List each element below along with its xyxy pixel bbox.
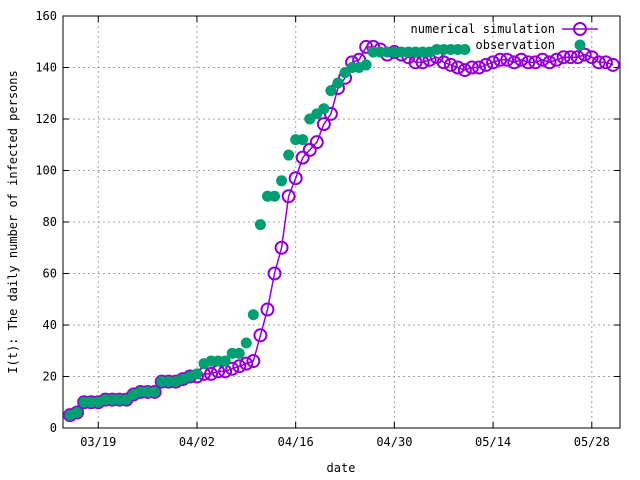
x-tick-label: 04/02	[179, 435, 215, 449]
data-point	[360, 59, 372, 71]
data-point	[471, 60, 486, 75]
data-point	[247, 309, 259, 321]
data-point	[577, 47, 592, 62]
data-point	[149, 386, 161, 398]
data-point	[283, 149, 295, 161]
legend-label-numerical-simulation: numerical simulation	[411, 22, 556, 36]
data-point	[219, 355, 231, 367]
legend-marker-observation	[574, 39, 586, 51]
data-point	[318, 103, 330, 115]
y-tick-label: 140	[35, 61, 57, 75]
data-point	[443, 57, 458, 72]
legend-marker-numerical-simulation	[573, 22, 587, 36]
data-point	[479, 57, 494, 72]
data-point	[486, 55, 501, 70]
y-tick-label: 20	[43, 370, 57, 384]
data-point	[549, 52, 564, 67]
y-tick-label: 100	[35, 164, 57, 178]
data-point	[591, 55, 606, 70]
y-tick-label: 0	[50, 421, 57, 435]
data-point	[269, 190, 281, 202]
data-point	[542, 55, 557, 70]
data-point	[71, 407, 83, 419]
data-point	[570, 50, 585, 65]
y-tick-label: 160	[35, 9, 57, 23]
data-point	[253, 328, 268, 343]
plot-frame	[62, 15, 621, 429]
data-point	[500, 52, 515, 67]
series-observation	[64, 43, 471, 421]
data-point	[295, 150, 310, 165]
data-point	[288, 171, 303, 186]
y-axis-title: I(t): The daily number of infected perso…	[6, 70, 20, 373]
data-point	[254, 219, 266, 231]
data-point	[605, 57, 620, 72]
data-point	[450, 60, 465, 75]
y-tick-label: 120	[35, 112, 57, 126]
x-axis-title: date	[327, 461, 356, 475]
data-point	[528, 55, 543, 70]
data-point	[493, 52, 508, 67]
data-point	[514, 52, 529, 67]
x-tick-label: 05/14	[475, 435, 511, 449]
data-point	[281, 189, 296, 204]
data-point	[233, 347, 245, 359]
data-point	[325, 85, 337, 97]
data-point	[459, 43, 471, 55]
x-tick-label: 04/30	[376, 435, 412, 449]
data-point	[309, 135, 324, 150]
grid-lines	[63, 16, 620, 428]
data-point	[204, 366, 219, 381]
data-point	[240, 337, 252, 349]
data-point	[535, 52, 550, 67]
data-point	[267, 266, 282, 281]
data-point	[332, 77, 344, 89]
x-tick-label: 04/16	[278, 435, 314, 449]
x-axis: 03/19 04/02 04/16 04/30 05/14 05/28	[80, 16, 610, 449]
data-point	[239, 356, 254, 371]
data-point	[246, 354, 261, 369]
data-point	[274, 240, 289, 255]
data-point	[276, 175, 288, 187]
data-point	[302, 142, 317, 157]
y-tick-label: 60	[43, 267, 57, 281]
x-tick-label: 03/19	[80, 435, 116, 449]
data-point	[507, 55, 522, 70]
data-point	[232, 359, 247, 374]
data-point	[297, 134, 309, 146]
legend: numerical simulation observation	[411, 22, 598, 52]
y-axis: 0 20 40 60 80 100 120 140 160	[35, 9, 620, 435]
data-point	[225, 361, 240, 376]
x-tick-label: 05/28	[574, 435, 610, 449]
data-point	[521, 55, 536, 70]
series-line	[69, 46, 614, 416]
data-point	[563, 50, 578, 65]
series-numerical-simulation	[63, 39, 620, 423]
data-point	[436, 55, 451, 70]
data-point	[191, 368, 203, 380]
data-point	[316, 117, 331, 132]
data-point	[598, 55, 613, 70]
legend-label-observation: observation	[476, 38, 555, 52]
data-point	[260, 302, 275, 317]
y-tick-label: 40	[43, 318, 57, 332]
data-point	[556, 50, 571, 65]
data-point	[464, 60, 479, 75]
data-point	[457, 63, 472, 78]
y-tick-label: 80	[43, 215, 57, 229]
